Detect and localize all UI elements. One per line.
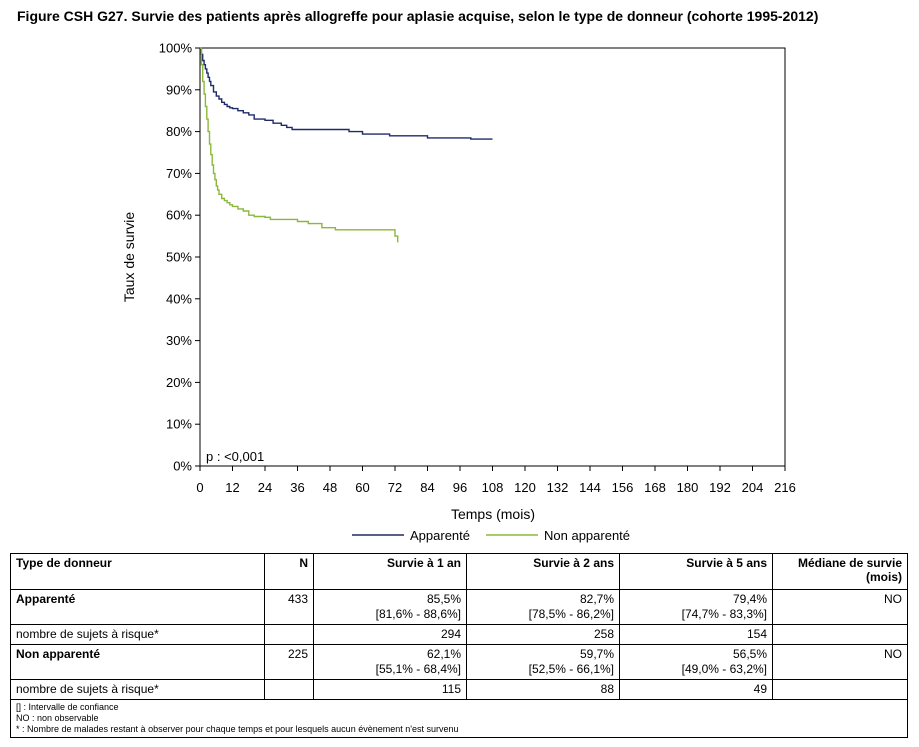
footnotes-cell: [] : Intervalle de confiance NO : non ob… xyxy=(10,699,908,738)
footnote: NO : non observable xyxy=(16,713,99,723)
row-label: Non apparenté xyxy=(10,644,265,680)
cell-at-risk-1y: 294 xyxy=(313,624,467,645)
header-median-survival: Médiane de survie (mois) xyxy=(772,553,908,590)
header-survival-1y: Survie à 1 an xyxy=(313,553,467,590)
x-tick-label: 144 xyxy=(579,480,601,495)
y-axis-label: Taux de survie xyxy=(121,212,137,302)
row-n: 225 xyxy=(264,644,314,680)
cell-median xyxy=(772,624,908,645)
y-tick-label: 70% xyxy=(166,166,192,181)
x-tick-label: 96 xyxy=(453,480,467,495)
x-tick-label: 204 xyxy=(742,480,764,495)
cell-at-risk-2y: 88 xyxy=(466,679,620,700)
header-donor-type: Type de donneur xyxy=(10,553,265,590)
plot-frame xyxy=(199,47,786,467)
legend-label: Apparenté xyxy=(410,528,470,543)
y-tick-label: 10% xyxy=(166,417,192,432)
cell-at-risk-1y: 115 xyxy=(313,679,467,700)
cell-survival-1y: 85,5% [81,6% - 88,6%] xyxy=(313,589,467,625)
cell-survival-5y: 79,4% [74,7% - 83,3%] xyxy=(619,589,773,625)
y-tick-label: 30% xyxy=(166,333,192,348)
x-tick-label: 180 xyxy=(677,480,699,495)
cell-survival-5y: 56,5% [49,0% - 63,2%] xyxy=(619,644,773,680)
y-tick-label: 80% xyxy=(166,124,192,139)
cell-median xyxy=(772,679,908,700)
x-tick-label: 120 xyxy=(514,480,536,495)
row-label: Apparenté xyxy=(10,589,265,625)
y-tick-label: 60% xyxy=(166,208,192,223)
x-tick-label: 156 xyxy=(612,480,634,495)
table-row: Non apparenté 225 62,1% [55,1% - 68,4%] 5… xyxy=(10,644,908,680)
y-tick-label: 50% xyxy=(166,250,192,265)
x-tick-label: 12 xyxy=(225,480,239,495)
table-row: nombre de sujets à risque* 115 88 49 xyxy=(10,679,908,700)
row-label: nombre de sujets à risque* xyxy=(10,624,265,645)
x-tick-label: 84 xyxy=(420,480,434,495)
y-tick-label: 20% xyxy=(166,375,192,390)
survival-table: Type de donneur N Survie à 1 an Survie à… xyxy=(10,553,908,738)
x-tick-label: 108 xyxy=(482,480,504,495)
table-row: Apparenté 433 85,5% [81,6% - 88,6%] 82,7%… xyxy=(10,589,908,625)
row-n xyxy=(264,679,314,700)
table-header-row: Type de donneur N Survie à 1 an Survie à… xyxy=(10,553,908,590)
x-tick-label: 192 xyxy=(709,480,731,495)
x-tick-label: 0 xyxy=(196,480,203,495)
header-survival-5y: Survie à 5 ans xyxy=(619,553,773,590)
footnote: [] : Intervalle de confiance xyxy=(16,702,119,712)
cell-median: NO xyxy=(772,589,908,625)
y-tick-label: 40% xyxy=(166,291,192,306)
chart-legend: Apparenté Non apparenté xyxy=(352,528,630,543)
cell-at-risk-5y: 49 xyxy=(619,679,773,700)
y-tick-label: 0% xyxy=(173,459,192,474)
figure-title: Figure CSH G27. Survie des patients aprè… xyxy=(17,8,819,24)
cell-at-risk-5y: 154 xyxy=(619,624,773,645)
x-tick-label: 24 xyxy=(258,480,272,495)
x-axis-label: Temps (mois) xyxy=(451,506,535,522)
row-label: nombre de sujets à risque* xyxy=(10,679,265,700)
survival-chart: 0% 10% 20% 30% 40% 50% 60% 70% 80% 90% 100% 0 12 24 36… xyxy=(121,41,796,544)
header-n: N xyxy=(264,553,314,590)
chart-series xyxy=(200,47,493,243)
table-footnotes: [] : Intervalle de confiance NO : non ob… xyxy=(10,699,908,738)
cell-survival-2y: 59,7% [52,5% - 66,1%] xyxy=(466,644,620,680)
y-tick-label: 100% xyxy=(159,41,193,56)
x-tick-label: 72 xyxy=(388,480,402,495)
x-tick-label: 132 xyxy=(547,480,569,495)
x-tick-label: 48 xyxy=(323,480,337,495)
series-line-1 xyxy=(200,47,493,140)
legend-label: Non apparenté xyxy=(544,528,630,543)
cell-survival-1y: 62,1% [55,1% - 68,4%] xyxy=(313,644,467,680)
chart-axes: 0% 10% 20% 30% 40% 50% 60% 70% 80% 90% 100% 0 12 24 36… xyxy=(159,41,796,496)
series-line-2 xyxy=(200,47,399,243)
x-tick-label: 216 xyxy=(774,480,796,495)
cell-median: NO xyxy=(772,644,908,680)
row-n xyxy=(264,624,314,645)
x-tick-label: 60 xyxy=(355,480,369,495)
cell-at-risk-2y: 258 xyxy=(466,624,620,645)
y-tick-label: 90% xyxy=(166,82,192,97)
header-survival-2y: Survie à 2 ans xyxy=(466,553,620,590)
x-tick-label: 168 xyxy=(644,480,666,495)
x-tick-label: 36 xyxy=(290,480,304,495)
row-n: 433 xyxy=(264,589,314,625)
table-row: nombre de sujets à risque* 294 258 154 xyxy=(10,624,908,645)
p-value-annotation: p : <0,001 xyxy=(206,449,264,464)
cell-survival-2y: 82,7% [78,5% - 86,2%] xyxy=(466,589,620,625)
footnote: * : Nombre de malades restant à observer… xyxy=(16,724,459,734)
